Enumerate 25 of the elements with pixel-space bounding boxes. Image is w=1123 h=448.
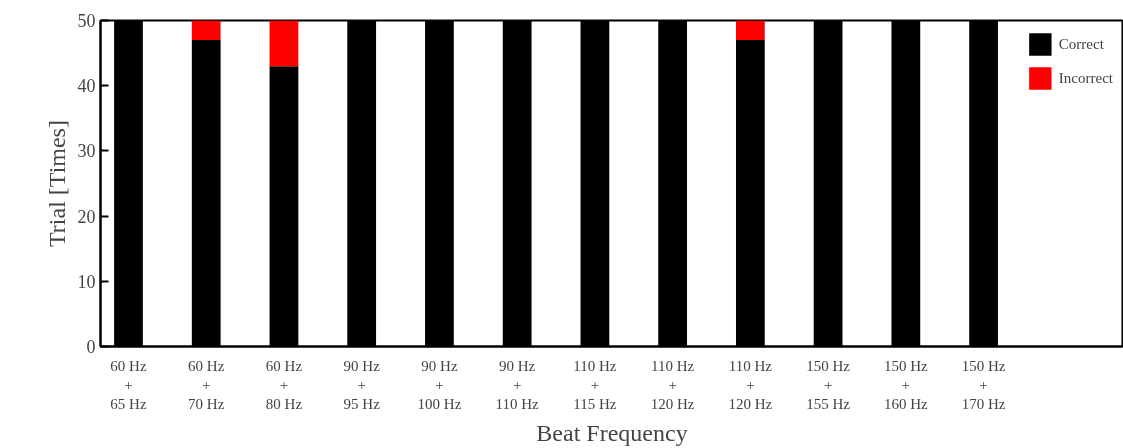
- x-tick-label: 90 Hz + 95 Hz: [343, 357, 381, 412]
- legend-label: Correct: [1058, 35, 1104, 53]
- x-tick-label: 60 Hz + 80 Hz: [265, 357, 303, 412]
- x-tick-label: 150 Hz + 160 Hz: [883, 357, 929, 412]
- y-tick-label: 50: [77, 11, 96, 31]
- bar: [191, 20, 221, 41]
- x-tick-label: 90 Hz + 110 Hz: [495, 357, 540, 412]
- x-axis-title: Beat Frequency: [536, 419, 688, 446]
- x-tick-label: 60 Hz + 70 Hz: [188, 357, 225, 412]
- bar: [735, 20, 765, 41]
- x-tick-label: 110 Hz + 115 Hz: [573, 357, 617, 412]
- x-tick-label: 110 Hz + 120 Hz: [650, 357, 695, 412]
- y-tick-label: 30: [77, 141, 96, 162]
- y-tick-label: 20: [77, 206, 96, 227]
- x-tick-label: 90 Hz + 100 Hz: [417, 357, 462, 412]
- y-axis-title: Trial [Times]: [43, 120, 70, 247]
- x-tick-label: 60 Hz + 65 Hz: [110, 357, 147, 412]
- bar: [269, 20, 299, 67]
- x-tick-label: 150 Hz + 170 Hz: [961, 357, 1006, 412]
- x-tick-label: 150 Hz + 155 Hz: [806, 357, 851, 412]
- y-tick-label: 0: [86, 337, 96, 357]
- x-tick-label: 110 Hz + 120 Hz: [728, 357, 773, 412]
- legend-label: Incorrect: [1058, 69, 1113, 87]
- y-tick-label: 40: [77, 76, 96, 97]
- y-tick-label: 10: [77, 271, 96, 292]
